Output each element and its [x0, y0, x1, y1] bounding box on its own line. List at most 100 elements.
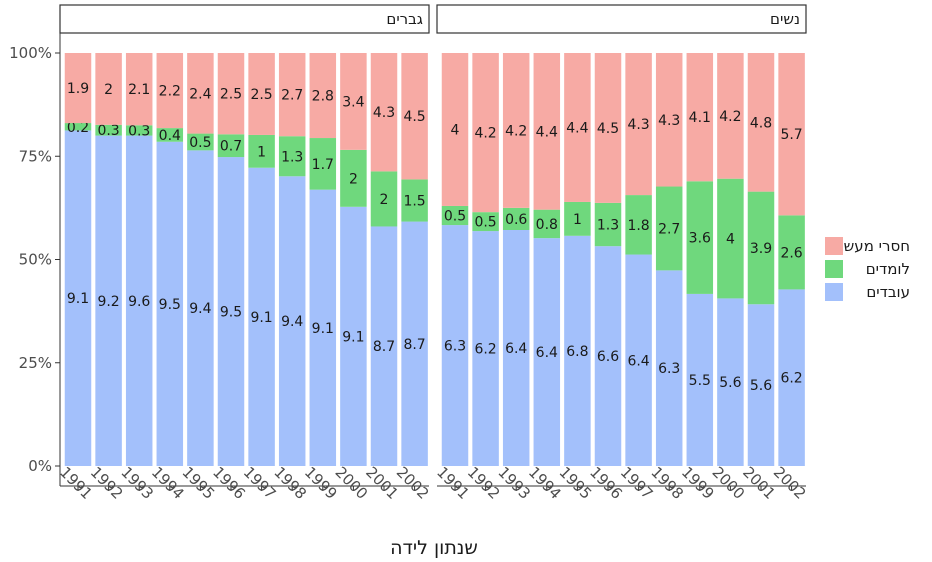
panel-title: נשים — [770, 10, 800, 28]
panel-1: גברים9.10.21.919919.20.3219929.60.32.119… — [56, 4, 432, 503]
data-label: 3.4 — [342, 94, 364, 110]
data-label: 2.2 — [159, 84, 181, 100]
bar-segment — [248, 167, 275, 466]
data-label: 4.2 — [719, 109, 741, 125]
bar-segment — [340, 53, 367, 150]
data-label: 0.5 — [189, 135, 211, 151]
bar-segment — [187, 133, 214, 151]
legend-label: עובדים — [866, 283, 910, 301]
bar-segment — [717, 178, 744, 299]
bar-segment — [686, 293, 714, 466]
data-label: 6.4 — [627, 353, 649, 369]
data-label: 8.7 — [403, 337, 425, 353]
data-label: 9.4 — [281, 314, 303, 330]
bar-segment — [401, 179, 428, 222]
data-label: 4.5 — [597, 121, 619, 137]
bar-segment — [778, 289, 805, 466]
data-label: 1.9 — [67, 81, 89, 97]
data-label: 1.8 — [627, 218, 649, 234]
data-label: 6.2 — [474, 342, 496, 358]
bar-segment — [686, 181, 714, 294]
bar-segment — [156, 141, 184, 466]
bar-segment — [502, 230, 530, 466]
x-tick-label: 2000 — [709, 463, 749, 503]
x-tick-label: 1996 — [586, 463, 626, 503]
bar-segment — [625, 195, 652, 255]
x-tick-label: 1991 — [56, 463, 96, 503]
data-label: 6.4 — [505, 341, 527, 357]
data-label: 4.4 — [566, 120, 588, 136]
x-tick-label: 1992 — [87, 463, 127, 503]
panel-strip — [436, 4, 807, 34]
bar-segment — [125, 135, 153, 466]
panels: גברים9.10.21.919919.20.3219929.60.32.119… — [56, 4, 809, 503]
bar-segment — [156, 128, 184, 142]
bar-segment — [564, 53, 591, 202]
bar-segment — [717, 53, 744, 179]
bar-segment — [533, 238, 561, 466]
bar-segment — [125, 125, 153, 136]
data-label: 2 — [349, 171, 358, 187]
y-tick-label: 100% — [9, 44, 52, 62]
bar-segment — [655, 270, 683, 466]
x-tick-label: 1995 — [556, 463, 596, 503]
bar-segment — [441, 205, 469, 226]
bar-segment — [472, 212, 499, 232]
bar-segment — [717, 298, 744, 466]
data-label: 2 — [380, 192, 389, 208]
data-label: 9.2 — [97, 294, 119, 310]
legend-label: לומדים — [866, 260, 910, 278]
legend: חסרי מעש לומדים עובדים — [825, 237, 910, 301]
legend-swatch — [825, 260, 843, 278]
data-label: 1.7 — [312, 157, 334, 173]
data-label: 5.6 — [750, 378, 772, 394]
bar-segment — [778, 215, 805, 290]
data-label: 0.6 — [505, 212, 527, 228]
x-tick-label: 1998 — [647, 463, 687, 503]
data-label: 4.4 — [536, 124, 558, 140]
bar-segment — [64, 53, 92, 124]
data-label: 9.1 — [312, 321, 334, 337]
data-label: 6.4 — [536, 345, 558, 361]
x-tick-label: 1993 — [117, 463, 157, 503]
bar-segment — [248, 134, 275, 168]
x-tick-label: 1994 — [148, 463, 188, 503]
panel-title: גברים — [386, 10, 423, 28]
data-label: 0.3 — [128, 123, 150, 139]
data-label: 4.1 — [689, 110, 711, 126]
data-label: 9.5 — [159, 297, 181, 313]
y-tick-label: 25% — [19, 354, 52, 372]
bar-segment — [370, 171, 398, 227]
x-tick-label: 2001 — [739, 463, 779, 503]
bar-segment — [502, 207, 530, 230]
data-label: 0.8 — [536, 217, 558, 233]
data-label: 1.5 — [403, 194, 425, 210]
data-label: 9.1 — [67, 291, 89, 307]
data-label: 1 — [573, 212, 582, 228]
data-label: 3.6 — [689, 231, 711, 247]
data-label: 0.4 — [159, 128, 181, 144]
bar-segment — [594, 53, 622, 203]
bar-segment — [217, 134, 245, 158]
data-label: 2.5 — [220, 87, 242, 103]
panel-strip — [59, 4, 430, 34]
data-label: 4.2 — [474, 126, 496, 142]
data-label: 4 — [451, 122, 460, 138]
x-tick-label: 1998 — [270, 463, 310, 503]
data-label: 4 — [726, 232, 735, 248]
bar-segment — [747, 304, 775, 466]
bar-segment — [655, 186, 683, 271]
x-tick-label: 1992 — [464, 463, 504, 503]
y-tick-label: 50% — [19, 251, 52, 269]
data-label: 6.3 — [444, 339, 466, 355]
bar-segment — [594, 202, 622, 247]
data-label: 9.4 — [189, 301, 211, 317]
bar-segment — [95, 53, 122, 125]
x-tick-label: 1991 — [433, 463, 473, 503]
bar-segment — [187, 150, 214, 467]
data-label: 1.3 — [281, 149, 303, 165]
bar-segment — [533, 53, 561, 210]
y-tick-label: 75% — [19, 147, 52, 165]
data-label: 2.1 — [128, 82, 150, 98]
